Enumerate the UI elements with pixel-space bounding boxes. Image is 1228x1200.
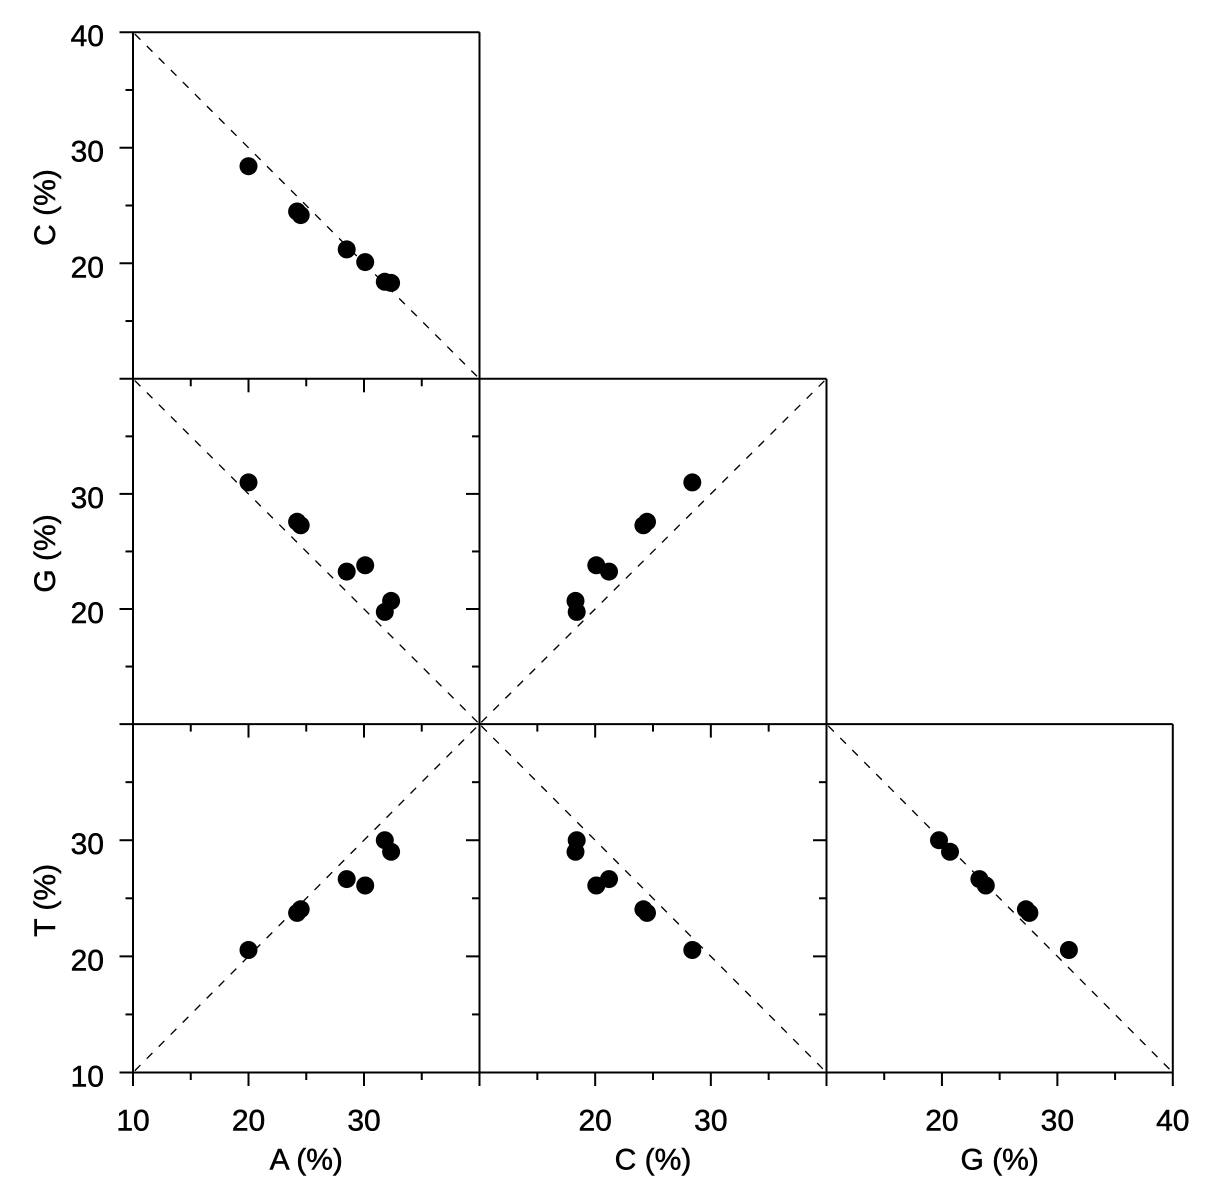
svg-text:20: 20 [71,597,104,630]
svg-text:20: 20 [578,1105,611,1138]
svg-text:G (%): G (%) [960,1144,1038,1177]
svg-text:20: 20 [925,1105,958,1138]
svg-text:30: 30 [694,1105,727,1138]
svg-text:20: 20 [71,944,104,977]
svg-text:30: 30 [71,136,104,169]
svg-text:30: 30 [71,828,104,861]
svg-text:40: 40 [71,20,104,53]
svg-text:20: 20 [71,251,104,284]
svg-text:40: 40 [1156,1105,1189,1138]
svg-text:30: 30 [1041,1105,1074,1138]
svg-text:C (%): C (%) [29,169,62,246]
svg-text:G (%): G (%) [29,514,62,592]
svg-text:20: 20 [232,1105,265,1138]
svg-text:A (%): A (%) [270,1144,343,1177]
svg-text:C (%): C (%) [615,1144,692,1177]
svg-text:30: 30 [71,482,104,515]
svg-text:10: 10 [71,1061,104,1094]
svg-text:T (%): T (%) [29,864,62,937]
svg-text:30: 30 [347,1105,380,1138]
svg-text:10: 10 [116,1105,149,1138]
